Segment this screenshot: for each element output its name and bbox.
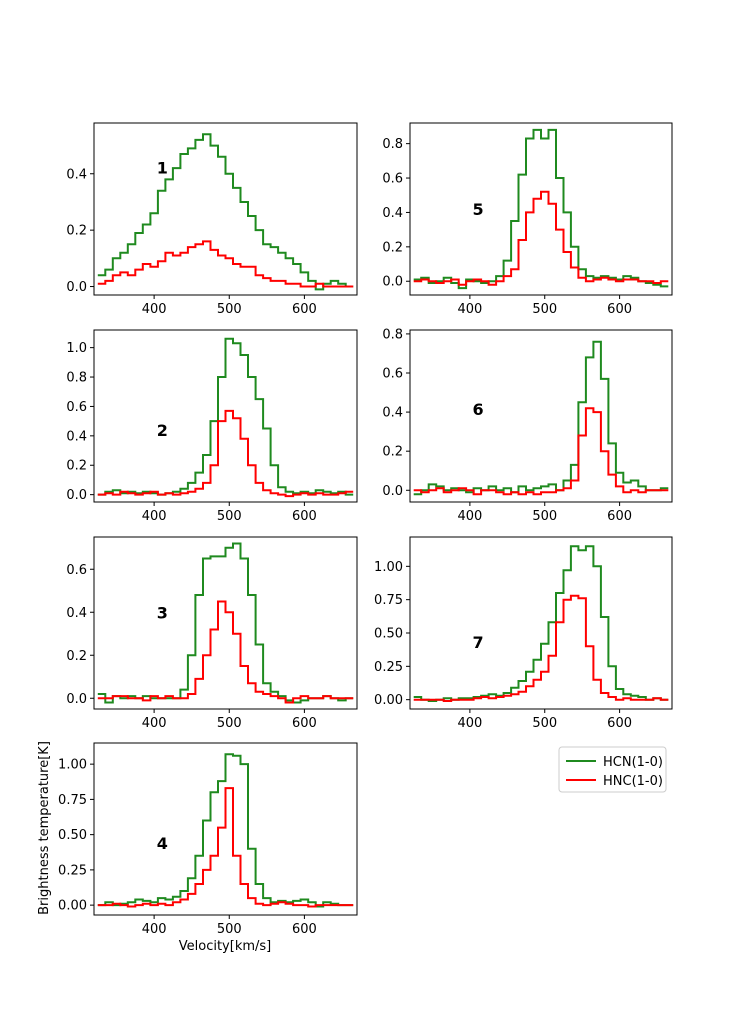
y-tick-label: 0.0 (66, 692, 87, 707)
y-tick-label: 0.8 (382, 137, 403, 152)
axes-frame (93, 122, 358, 296)
x-tick-label: 400 (142, 302, 167, 317)
legend-label-hcn: HCN(1-0) (603, 755, 663, 770)
y-tick-label: 0.00 (58, 899, 87, 914)
axes-frame (93, 536, 358, 710)
y-tick-label: 0.00 (374, 693, 403, 708)
series-hnc-panel-2 (97, 409, 354, 498)
x-tick-label: 600 (607, 716, 632, 731)
x-tick-label: 400 (457, 509, 482, 524)
panel-2: 400 500 600 0.0 0.2 0.4 0.6 0.8 1.0 2 (66, 329, 358, 524)
y-tick-label: 0.6 (66, 563, 87, 578)
panel-7: 400 500 600 0.00 0.25 0.50 0.75 1.00 7 (374, 536, 673, 731)
panel-3: 400 500 600 0.0 0.2 0.4 0.6 3 (66, 536, 358, 731)
panel-label: 4 (157, 834, 168, 853)
series-hcn-panel-5 (413, 128, 669, 290)
y-tick-label: 0.0 (382, 275, 403, 290)
x-tick-label: 600 (292, 922, 317, 937)
y-tick-label: 0.6 (382, 367, 403, 382)
axes-frame (93, 742, 358, 916)
y-tick-label: 0.75 (58, 793, 87, 808)
series-hnc-panel-6 (413, 407, 669, 496)
series-hnc-panel-4 (97, 787, 354, 908)
series-hnc-panel-1 (97, 240, 354, 288)
x-tick-label: 500 (217, 716, 242, 731)
y-tick-label: 0.4 (66, 606, 87, 621)
y-tick-label: 0.2 (66, 459, 87, 474)
legend-label-hnc: HNC(1-0) (603, 774, 663, 789)
y-tick-label: 0.25 (374, 660, 403, 675)
x-tick-label: 500 (217, 922, 242, 937)
panel-4: 400 500 600 0.00 0.25 0.50 0.75 1.00 4 (58, 742, 358, 937)
panels-layer: 400 500 600 0.0 0.2 0.4 1 400 500 600 0.0 0.2 0.4 0.6… (58, 122, 673, 937)
panel-label: 6 (473, 400, 484, 419)
x-tick-label: 500 (532, 716, 557, 731)
axes-frame (409, 122, 673, 296)
legend: HCN(1-0) HNC(1-0) (558, 746, 667, 793)
y-tick-label: 1.0 (66, 341, 87, 356)
x-tick-label: 600 (292, 716, 317, 731)
panel-label: 2 (157, 421, 168, 440)
y-tick-label: 0.4 (382, 206, 403, 221)
x-tick-label: 400 (142, 922, 167, 937)
y-tick-label: 0.0 (382, 484, 403, 499)
series-hnc-panel-5 (413, 190, 669, 286)
y-tick-label: 0.6 (66, 400, 87, 415)
y-tick-label: 0.4 (66, 429, 87, 444)
y-tick-label: 0.4 (66, 167, 87, 182)
x-tick-label: 500 (532, 509, 557, 524)
panel-label: 5 (473, 200, 484, 219)
x-axis-title: Velocity[km/s] (179, 939, 272, 954)
panel-1: 400 500 600 0.0 0.2 0.4 1 (66, 122, 358, 317)
y-tick-label: 0.8 (382, 327, 403, 342)
x-tick-label: 400 (457, 716, 482, 731)
panel-6: 400 500 600 0.0 0.2 0.4 0.6 0.8 6 (382, 327, 673, 524)
series-hcn-panel-1 (97, 133, 354, 291)
y-tick-label: 0.75 (374, 593, 403, 608)
y-tick-label: 0.4 (382, 406, 403, 421)
x-tick-label: 600 (292, 302, 317, 317)
y-tick-label: 0.0 (66, 280, 87, 295)
y-axis-title: Brightness temperature[K] (37, 741, 52, 915)
series-hcn-panel-3 (97, 542, 354, 704)
y-tick-label: 0.6 (382, 172, 403, 187)
series-hcn-panel-6 (413, 340, 669, 496)
y-tick-label: 0.50 (58, 828, 87, 843)
x-tick-label: 600 (292, 509, 317, 524)
series-hnc-panel-3 (97, 600, 354, 704)
y-tick-label: 0.25 (58, 863, 87, 878)
y-tick-label: 1.00 (58, 758, 87, 773)
x-tick-label: 400 (457, 302, 482, 317)
y-tick-label: 0.50 (374, 627, 403, 642)
x-tick-label: 500 (217, 509, 242, 524)
y-tick-label: 0.2 (66, 649, 87, 664)
panel-label: 1 (157, 159, 168, 178)
axes-frame (409, 329, 673, 503)
axes-frame (409, 536, 673, 710)
x-tick-label: 500 (217, 302, 242, 317)
y-tick-label: 0.2 (382, 445, 403, 460)
x-tick-label: 600 (607, 302, 632, 317)
axes-frame (93, 329, 358, 503)
x-tick-label: 500 (532, 302, 557, 317)
series-hcn-panel-4 (97, 753, 354, 908)
y-tick-label: 0.2 (66, 224, 87, 239)
series-hnc-panel-7 (413, 594, 669, 702)
y-tick-label: 0.0 (66, 488, 87, 503)
panel-5: 400 500 600 0.0 0.2 0.4 0.6 0.8 5 (382, 122, 673, 317)
y-tick-label: 0.2 (382, 240, 403, 255)
y-tick-label: 0.8 (66, 371, 87, 386)
x-tick-label: 600 (607, 509, 632, 524)
panel-label: 7 (473, 633, 484, 652)
x-tick-label: 400 (142, 716, 167, 731)
x-tick-label: 400 (142, 509, 167, 524)
panel-label: 3 (157, 604, 168, 623)
y-tick-label: 1.00 (374, 560, 403, 575)
